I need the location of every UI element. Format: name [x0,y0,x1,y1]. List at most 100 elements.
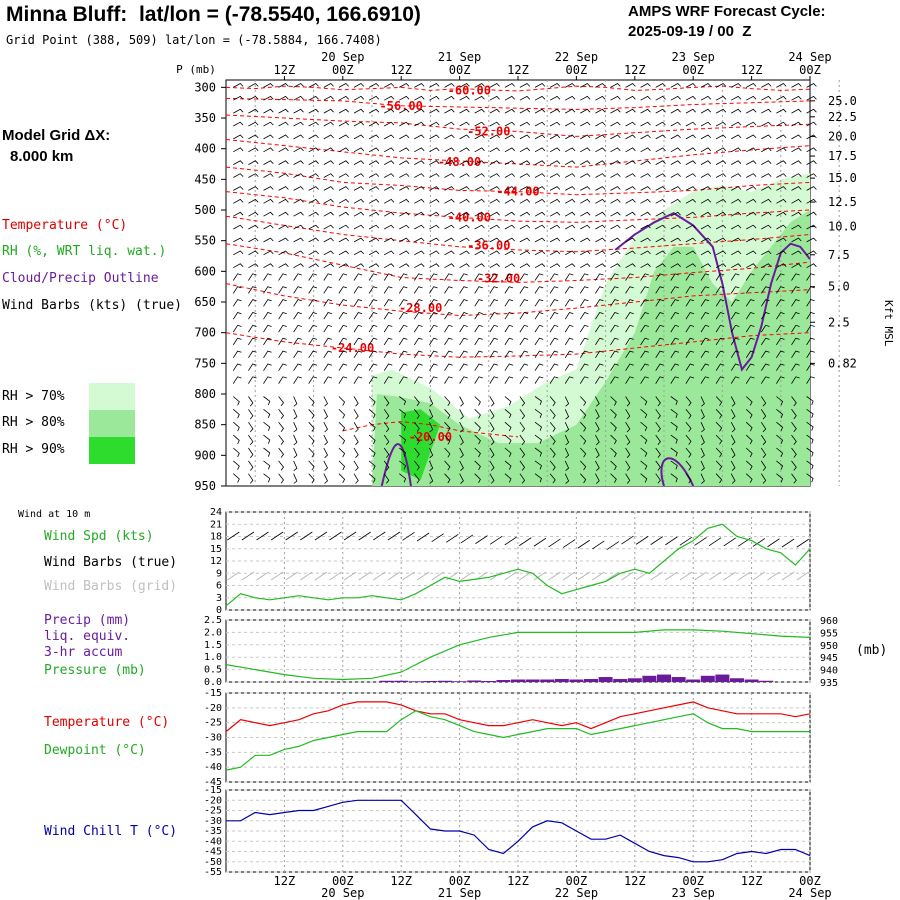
wind-barb-true [708,537,722,547]
wind-barb [233,421,240,432]
model-grid-value: 8.000 km [10,148,74,165]
temperature-contour [225,191,811,223]
wind-barb [625,134,636,140]
wind-barb [384,95,395,101]
wind-barb [489,186,500,191]
wind-barb [263,273,272,281]
wind-barb [670,95,681,101]
wind-barb [640,198,651,204]
wind-barb [549,186,561,191]
precip-bar [438,680,452,682]
wind-barb [263,286,272,294]
wind-barb [459,263,470,269]
wind-barb [263,473,271,483]
wind-barb-grid [329,571,342,581]
wind-barb [761,250,772,256]
wind-barb [595,83,606,88]
wind-barb [610,434,617,445]
wind-barb [444,263,455,269]
wind-barb [745,324,755,333]
wind-barb [655,95,666,101]
wind-barb [746,121,757,127]
wind-barb [232,324,242,333]
wind-barb [414,211,425,217]
wind-barb [549,108,561,114]
wind-barb [640,286,649,294]
wind-barb-true [694,537,707,546]
wind-barb [278,147,289,153]
wind-barb [459,299,468,307]
wind-barb [278,250,289,256]
wind-barb [323,263,334,269]
wind-barb [685,473,692,484]
wind-barb [368,396,376,406]
wind-barb [534,121,546,127]
kft-tick-label: 15.0 [828,171,857,185]
wind-barb [474,447,481,458]
wind-barb [429,250,440,256]
wind-barb [640,447,648,457]
wind-barb [368,95,380,101]
wind-barb [398,350,408,359]
wind-barb [730,447,736,459]
precip-bar [481,681,496,682]
wind-barb [534,460,542,470]
wind-barb-grid [460,571,474,581]
wind-barb [233,434,240,445]
wind-barb [610,447,617,458]
wind-barb [429,198,440,204]
wind-barb [640,460,648,470]
wind-barb [398,324,408,333]
wind-barb [383,473,390,484]
wind-barb [278,409,285,420]
wind-barb-true [314,531,328,541]
wind-barb [368,312,378,320]
wind-barb [760,312,770,320]
wind-barb [685,250,696,256]
wind-barb [474,263,485,269]
wind-panel-tick-label: 3 [216,593,222,604]
wind-barb [504,396,512,406]
kft-tick-label: 25.0 [828,94,857,108]
wind-barb [323,95,334,101]
wind-barb [263,460,271,470]
wind-barb [413,376,423,384]
wind-barb [248,312,257,320]
wind-barb [368,409,376,419]
wind-barb [414,186,425,191]
wind-barb [715,263,727,269]
forecast-cycle-label: AMPS WRF Forecast Cycle: [628,3,826,20]
wind-barb [595,434,600,446]
wind-barb [519,108,531,114]
wind-barb [384,198,395,204]
wind-barb [580,396,587,406]
wind-barb [308,447,315,458]
wind-barb [534,324,544,333]
wind-barb [685,237,696,243]
wind-barb [278,421,285,432]
wind-barb [655,121,666,127]
wind-barb [353,237,365,243]
wind-barb [323,460,328,471]
bottom-date-label: 20 Sep [321,886,364,900]
wind-barb [791,473,797,484]
wind-barb [353,224,365,230]
wind-barb [625,434,631,446]
wind-barb [700,108,712,114]
wind-barb [791,363,800,371]
wind-barb [580,237,591,243]
wind-barb [338,237,349,243]
wind-barb-grid [548,571,561,581]
wind-barb [368,421,376,432]
wind-barb [232,376,242,384]
wind-barb [745,312,755,320]
wind-barb [565,250,576,256]
wind-barb [549,237,561,243]
wind-barb [368,108,380,114]
wind-barb [444,337,453,346]
wind-barb [625,83,636,88]
wind-barb [685,263,696,269]
wind-barb [353,273,363,281]
wind-barb [413,273,423,281]
wind-barb [519,376,529,384]
